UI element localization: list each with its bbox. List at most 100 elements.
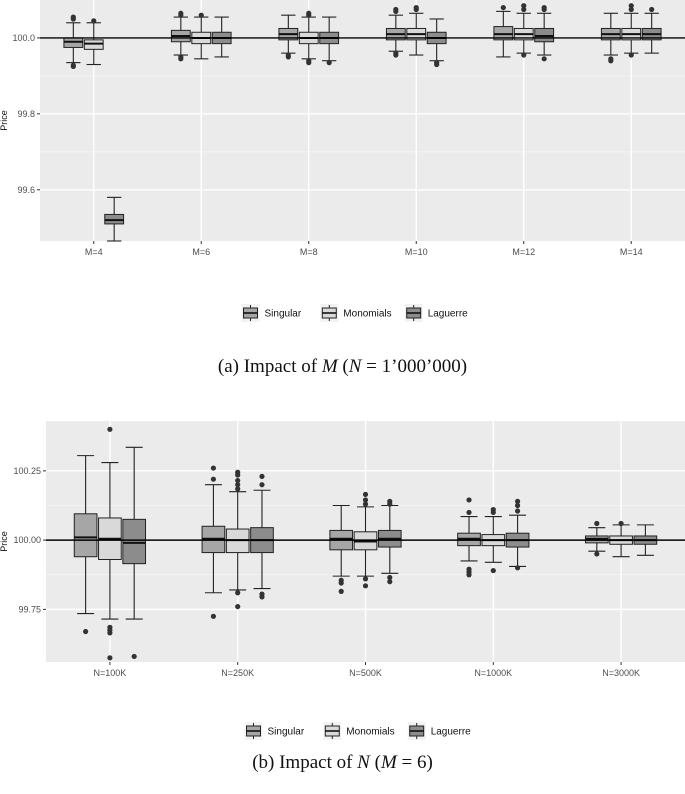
outlier-point bbox=[387, 498, 393, 504]
outlier-point bbox=[362, 491, 369, 498]
y-tick-label: 100.25 bbox=[13, 466, 41, 476]
boxplot-singular bbox=[73, 455, 98, 635]
outlier-point bbox=[413, 4, 419, 11]
outlier-point bbox=[210, 613, 217, 619]
caption-a-var2: N bbox=[348, 356, 362, 377]
boxplot-monomials bbox=[513, 3, 534, 58]
caption-a: (a) Impact of M (N = 1’000’000) bbox=[0, 356, 685, 378]
outlier-point bbox=[521, 6, 527, 13]
outlier-point bbox=[235, 603, 241, 610]
outlier-point bbox=[178, 54, 184, 60]
legend-item-singular: Singular bbox=[241, 304, 302, 322]
caption-b-rest: ( bbox=[369, 752, 381, 773]
outlier-point bbox=[70, 62, 76, 68]
outlier-point bbox=[466, 566, 472, 572]
outlier-point bbox=[235, 477, 241, 484]
boxplot-laguerre bbox=[104, 196, 125, 242]
outlier-point bbox=[326, 60, 332, 66]
outlier-point bbox=[178, 10, 184, 16]
x-tick-label: M=12 bbox=[512, 247, 535, 257]
outlier-point bbox=[628, 52, 634, 58]
boxplot-singular bbox=[385, 6, 406, 58]
boxplot-singular bbox=[63, 14, 84, 70]
y-tick-label: 99.6 bbox=[17, 185, 35, 195]
outlier-point bbox=[541, 4, 547, 11]
caption-b-var: N bbox=[357, 752, 370, 773]
chart-m-impact: 99.6 99.8 100.0 M=4 M=6 M=8 M=10 M=12 M=14 Price S… bbox=[0, 0, 685, 322]
outlier-point bbox=[514, 502, 521, 509]
outlier-point bbox=[235, 482, 241, 488]
outlier-point bbox=[594, 551, 600, 557]
outlier-point bbox=[362, 583, 369, 589]
outlier-point bbox=[514, 508, 521, 514]
boxplot-singular bbox=[600, 12, 621, 64]
boxplot-monomials bbox=[98, 426, 122, 661]
outlier-point bbox=[338, 588, 344, 594]
caption-b-var2: M bbox=[380, 752, 397, 773]
caption-a-var: M bbox=[321, 356, 338, 377]
outlier-point bbox=[434, 60, 440, 66]
boxplot-singular bbox=[493, 4, 514, 58]
caption-a-tail: = 1’000’000) bbox=[361, 356, 468, 377]
outlier-point bbox=[107, 624, 113, 630]
outlier-point bbox=[306, 10, 312, 16]
boxplot-laguerre bbox=[641, 6, 662, 54]
outlier-point bbox=[91, 18, 97, 24]
chart-n-impact: 99.75 100.00 100.25 N=100K N=250K N=500K N=100… bbox=[0, 421, 685, 740]
boxplot-singular bbox=[278, 14, 299, 60]
outlier-point bbox=[210, 476, 217, 482]
boxplot-monomials bbox=[621, 3, 642, 58]
legend-item-monomials: Monomials bbox=[323, 722, 395, 740]
outlier-point bbox=[594, 520, 600, 527]
outlier-point bbox=[306, 58, 312, 64]
x-tick-label: N=1000K bbox=[474, 668, 512, 678]
x-tick-label: M=10 bbox=[405, 247, 428, 257]
legend-item-monomials: Monomials bbox=[320, 304, 392, 322]
outlier-point bbox=[387, 579, 393, 585]
outlier-point bbox=[608, 56, 614, 62]
legend-label: Laguerre bbox=[431, 727, 471, 738]
outlier-point bbox=[210, 465, 217, 471]
outlier-point bbox=[107, 426, 113, 432]
boxplot-singular bbox=[170, 10, 191, 62]
legend-label: Monomials bbox=[346, 727, 394, 738]
caption-a-rest: ( bbox=[337, 356, 349, 377]
outlier-point bbox=[628, 3, 634, 9]
x-tick-label: M=14 bbox=[620, 247, 643, 257]
outlier-point bbox=[490, 567, 496, 574]
outlier-point bbox=[514, 565, 521, 571]
y-tick-label: 99.8 bbox=[17, 109, 35, 119]
box-iqr bbox=[73, 513, 98, 558]
caption-b-prefix: (b) Impact of bbox=[252, 752, 358, 773]
x-tick-label: N=100K bbox=[94, 668, 127, 678]
plot-panel bbox=[40, 0, 685, 241]
outlier-point bbox=[259, 482, 265, 488]
outlier-point bbox=[285, 52, 291, 58]
y-tick-label: 100.0 bbox=[12, 33, 35, 43]
legend-item-laguerre: Laguerre bbox=[407, 722, 471, 740]
x-tick-label: N=250K bbox=[221, 668, 254, 678]
outlier-point bbox=[541, 56, 547, 62]
legend-label: Laguerre bbox=[428, 309, 468, 320]
outlier-point bbox=[500, 4, 506, 11]
outlier-point bbox=[70, 14, 76, 20]
boxplot-laguerre bbox=[377, 498, 402, 585]
outlier-point bbox=[393, 6, 399, 13]
boxplot-monomials bbox=[83, 18, 104, 66]
outlier-point bbox=[362, 497, 369, 503]
x-tick-label: M=6 bbox=[192, 247, 210, 257]
box-iqr bbox=[122, 518, 147, 565]
legend-label: Singular bbox=[265, 309, 302, 320]
x-tick-label: M=4 bbox=[85, 247, 103, 257]
outlier-point bbox=[514, 498, 521, 504]
outlier-point bbox=[235, 590, 241, 596]
outlier-point bbox=[466, 509, 472, 516]
caption-b-tail: = 6) bbox=[396, 752, 433, 773]
boxplot-monomials bbox=[406, 4, 427, 56]
outlier-point bbox=[362, 501, 369, 507]
outlier-point bbox=[628, 6, 634, 13]
outlier-point bbox=[521, 3, 527, 9]
boxplot-laguerre bbox=[122, 446, 147, 660]
outlier-point bbox=[618, 520, 624, 527]
outlier-point bbox=[107, 655, 113, 661]
